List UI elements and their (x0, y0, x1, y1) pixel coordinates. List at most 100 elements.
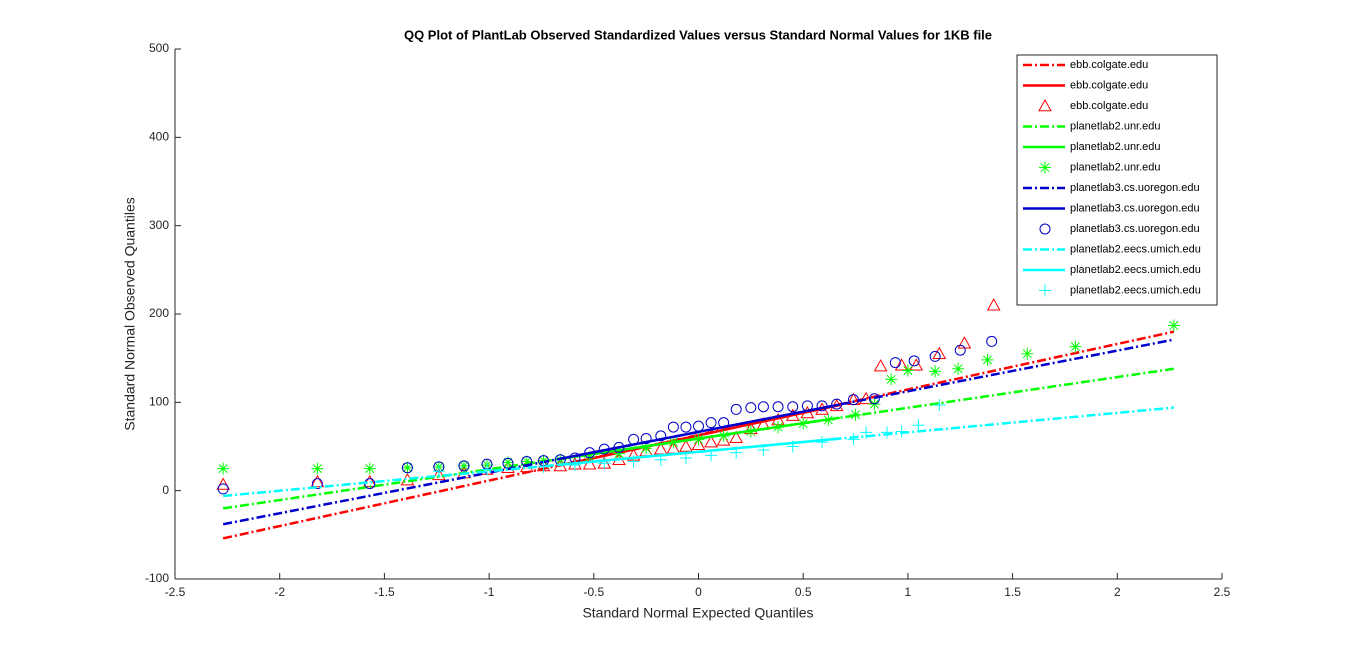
marker-circle (521, 456, 533, 468)
marker-triangle (431, 467, 446, 481)
marker-triangle (704, 435, 718, 448)
marker-circle (680, 421, 692, 433)
marker-circle (986, 335, 998, 347)
plot-area: -2.5 -2 -1.5 -1 -0.5 0 0.5 1 1.5 2 2.5 -100 0 100 200 3… (145, 41, 1231, 599)
x-tick-label: 2 (1114, 585, 1121, 599)
legend-label: ebb.colgate.edu (1070, 100, 1148, 112)
marker-star (311, 462, 324, 475)
marker-star (457, 459, 470, 472)
marker-plus (627, 455, 640, 468)
marker-circle (705, 417, 717, 429)
marker-star (772, 421, 785, 434)
x-tick-label: -1 (484, 585, 495, 599)
marker-plus (537, 460, 550, 473)
legend-label: planetlab3.cs.uoregon.edu (1070, 182, 1200, 194)
marker-circle (502, 457, 514, 469)
marker-star (822, 414, 835, 426)
marker-plus (481, 463, 494, 476)
marker-plus (679, 451, 692, 464)
marker-star (901, 364, 914, 377)
marker-triangle (894, 358, 909, 371)
marker-circle (628, 433, 640, 445)
x-tick-label: 1 (905, 585, 912, 599)
x-tick-label: 0 (695, 585, 702, 599)
marker-star (849, 408, 862, 421)
x-tick-label: -1.5 (374, 585, 395, 599)
marker-star (717, 429, 730, 442)
y-tick-label: 200 (149, 306, 169, 320)
marker-triangle (216, 477, 231, 490)
y-tick-label: 0 (162, 483, 169, 497)
marker-circle (217, 483, 229, 495)
x-tick-label: 2.5 (1214, 585, 1231, 599)
marker-star (612, 447, 625, 460)
legend-label: planetlab2.unr.edu (1070, 161, 1161, 173)
legend: ebb.colgate.edu ebb.colgate.edu ebb.colgat… (1016, 54, 1218, 306)
marker-plus (933, 398, 946, 411)
marker-triangle (310, 474, 325, 488)
marker-circle (929, 350, 941, 362)
legend-label: planetlab3.cs.uoregon.edu (1070, 223, 1200, 235)
marker-circle (718, 417, 730, 429)
chart-title: QQ Plot of PlantLab Observed Standardize… (404, 27, 992, 42)
x-tick-label: -2 (274, 585, 285, 599)
marker-star (744, 425, 757, 438)
marker-triangle (909, 358, 924, 371)
marker-plus (654, 453, 667, 466)
x-tick-label: 0.5 (795, 585, 812, 599)
marker-circle (458, 460, 470, 472)
marker-star (1039, 161, 1051, 174)
marker-star (1021, 347, 1034, 360)
x-tick-label: -2.5 (165, 585, 186, 599)
marker-triangle (691, 437, 706, 451)
marker-circle (787, 401, 799, 413)
marker-triangle (716, 433, 731, 446)
marker-circle (598, 443, 610, 455)
marker-star (692, 433, 705, 446)
marker-plus (730, 446, 743, 459)
marker-circle (730, 403, 742, 415)
marker-plus (895, 425, 908, 438)
legend-box (1016, 54, 1218, 306)
marker-circle (889, 357, 901, 369)
legend-label: planetlab2.eecs.umich.edu (1070, 284, 1201, 296)
marker-star (885, 373, 898, 386)
marker-circle (816, 400, 828, 412)
marker-circle (745, 402, 757, 414)
marker-triangle (1038, 98, 1052, 112)
marker-triangle (679, 439, 693, 452)
marker-circle (954, 344, 966, 356)
y-tick-label: 500 (149, 41, 169, 55)
marker-circle (640, 433, 652, 445)
marker-triangle (873, 359, 888, 372)
marker-circle (831, 398, 843, 410)
marker-star (929, 365, 942, 378)
x-tick-label: -0.5 (583, 585, 604, 599)
x-axis-label: Standard Normal Expected Quantiles (582, 605, 813, 621)
marker-star (1167, 319, 1180, 332)
marker-circle (401, 462, 413, 474)
marker-plus (847, 433, 860, 446)
marker-circle (772, 401, 784, 413)
marker-star (363, 462, 376, 475)
y-tick-label: -100 (145, 571, 169, 585)
marker-circle (757, 401, 769, 413)
marker-star (401, 461, 414, 474)
marker-plus (568, 459, 581, 472)
marker-star (797, 417, 810, 430)
marker-circle (847, 394, 859, 406)
marker-circle (1039, 223, 1051, 235)
y-tick-label: 300 (149, 218, 169, 232)
marker-plus (598, 457, 611, 470)
marker-star (640, 442, 653, 455)
legend-label: planetlab2.eecs.umich.edu (1070, 264, 1201, 276)
marker-plus (432, 465, 445, 478)
marker-star (537, 454, 550, 467)
marker-circle (667, 421, 679, 433)
marker-triangle (582, 457, 597, 470)
marker-circle (311, 478, 323, 490)
marker-circle (693, 420, 704, 432)
marker-star (1069, 340, 1082, 353)
